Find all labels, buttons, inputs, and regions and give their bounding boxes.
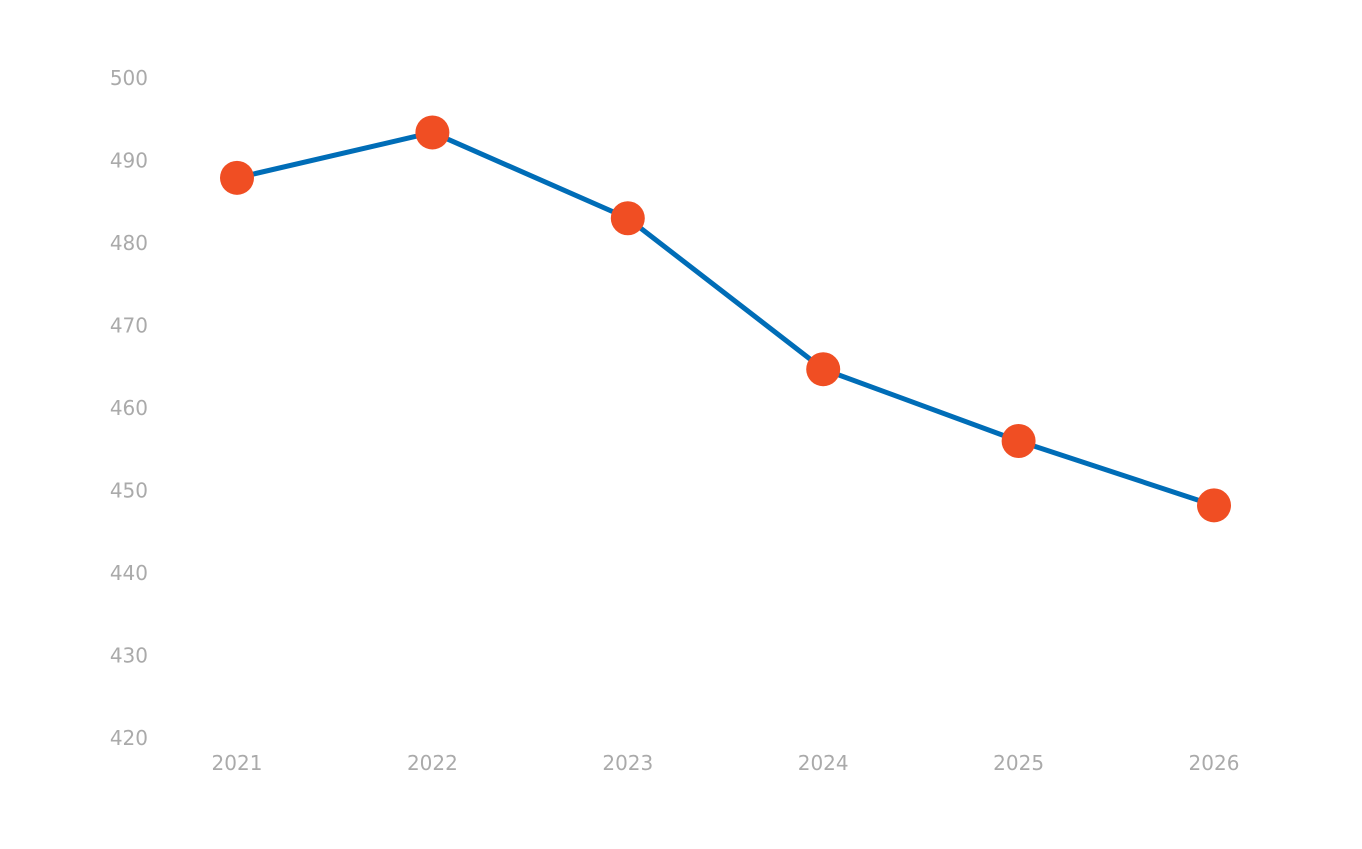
data-point-2022[interactable] [415, 115, 450, 150]
x-tick-label: 2023 [602, 751, 653, 775]
x-axis: 2021 2022 2023 2024 2025 2026 [212, 751, 1240, 775]
series-line [236, 129, 1215, 508]
y-axis: 500 490 480 470 460 450 440 430 420 [110, 66, 148, 750]
y-tick-label: 420 [110, 726, 148, 750]
x-tick-label: 2025 [993, 751, 1044, 775]
y-tick-label: 460 [110, 396, 148, 420]
data-point-2023[interactable] [610, 201, 645, 236]
data-point-2025[interactable] [1001, 424, 1036, 458]
y-tick-label: 490 [110, 149, 148, 173]
data-point-2026[interactable] [1197, 488, 1231, 523]
y-tick-label: 430 [110, 644, 148, 668]
data-point-2024[interactable] [806, 352, 841, 387]
data-point-2021[interactable] [220, 160, 254, 195]
y-tick-label: 450 [110, 479, 148, 503]
y-tick-label: 500 [110, 66, 148, 90]
series-group [220, 115, 1231, 523]
x-tick-label: 2022 [407, 751, 458, 775]
x-tick-label: 2026 [1189, 751, 1240, 775]
x-tick-label: 2021 [212, 751, 263, 775]
y-tick-label: 440 [110, 561, 148, 585]
y-tick-label: 480 [110, 231, 148, 255]
x-tick-label: 2024 [798, 751, 849, 775]
y-tick-label: 470 [110, 314, 148, 338]
